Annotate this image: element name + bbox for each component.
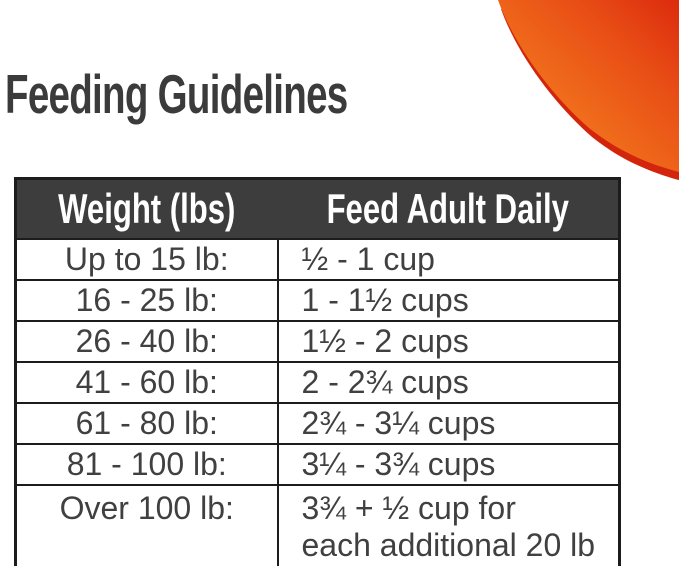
table-row: Up to 15 lb: ½ - 1 cup <box>14 238 621 281</box>
feed-value: ½ - 1 cup <box>276 238 621 281</box>
page-title: Feeding Guidelines <box>5 62 505 126</box>
blob-red-rim <box>501 9 679 181</box>
feeding-guidelines-table: Weight (lbs) Feed Adult Daily Up to 15 l… <box>14 177 621 566</box>
header-weight: Weight (lbs) <box>15 178 278 239</box>
table-row: 26 - 40 lb: 1½ - 2 cups <box>14 320 621 363</box>
weight-value: 41 - 60 lb: <box>14 361 279 404</box>
feed-value: 3¾ + ½ cup for each additional 20 lb <box>276 484 621 566</box>
table-row: 41 - 60 lb: 2 - 2¾ cups <box>14 361 621 404</box>
table-header-row: Weight (lbs) Feed Adult Daily <box>15 178 620 239</box>
header-feed-label: Feed Adult Daily <box>326 185 569 232</box>
feed-value: 3¼ - 3¾ cups <box>276 443 621 486</box>
weight-value: 81 - 100 lb: <box>14 443 279 486</box>
header-weight-label: Weight (lbs) <box>58 185 236 232</box>
page-title-text: Feeding Guidelines <box>5 63 348 125</box>
weight-value: Over 100 lb: <box>14 484 279 566</box>
table-row: 16 - 25 lb: 1 - 1½ cups <box>14 279 621 322</box>
orange-corner-blob-decoration <box>498 0 679 181</box>
feed-value: 1 - 1½ cups <box>276 279 621 322</box>
feed-value: 1½ - 2 cups <box>276 320 621 363</box>
feed-value: 2¾ - 3¼ cups <box>276 402 621 445</box>
blob-orange-body <box>498 0 679 172</box>
weight-value: Up to 15 lb: <box>14 238 279 281</box>
table-row: 61 - 80 lb: 2¾ - 3¼ cups <box>14 402 621 445</box>
table-row: Over 100 lb: 3¾ + ½ cup for each additio… <box>14 484 621 566</box>
weight-value: 16 - 25 lb: <box>14 279 279 322</box>
feed-value: 2 - 2¾ cups <box>276 361 621 404</box>
table-row: 81 - 100 lb: 3¼ - 3¾ cups <box>14 443 621 486</box>
header-feed: Feed Adult Daily <box>277 178 620 239</box>
weight-value: 61 - 80 lb: <box>14 402 279 445</box>
weight-value: 26 - 40 lb: <box>14 320 279 363</box>
